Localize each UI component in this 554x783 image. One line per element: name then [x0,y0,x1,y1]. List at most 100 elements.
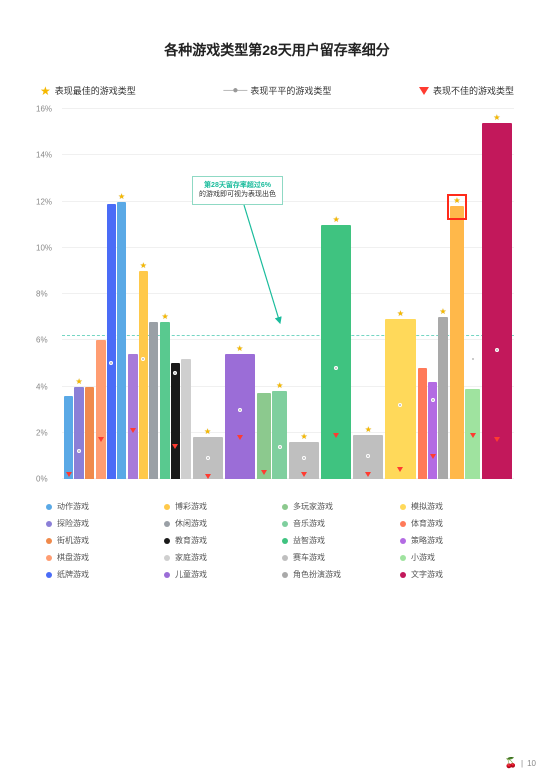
legend-dot-icon [282,572,288,578]
legend-best-label: 表现最佳的游戏类型 [55,84,136,97]
bar-group: ★ [289,109,319,479]
bar [96,340,105,479]
mid-dot-icon [173,371,177,375]
mid-dot-icon [495,348,499,352]
legend-label: 博彩游戏 [175,501,207,512]
bar-group: ★ [418,109,448,479]
star-icon: ★ [162,312,169,321]
legend-label: 家庭游戏 [175,552,207,563]
callout-line1: 第28天留存率超过6% [199,181,276,191]
star-icon: ★ [493,113,500,122]
bar [465,389,480,479]
bar-group: ★ [257,109,287,479]
star-icon: ★ [397,309,404,318]
legend-item: 多玩家游戏 [282,501,390,512]
bar: ★ [272,391,287,479]
ytick-label: 12% [36,197,52,206]
mid-dot-icon [109,361,113,365]
star-icon: ★ [300,432,307,441]
legend-item: 文字游戏 [400,569,508,580]
bar [171,363,180,479]
star-icon: ★ [75,377,82,386]
legend-dot-icon [46,521,52,527]
bar-group: ★ [450,109,480,479]
legend-label: 教育游戏 [175,535,207,546]
bar [257,393,272,479]
ytick-label: 8% [36,290,48,299]
mid-dot-icon [431,398,435,402]
star-icon: ★ [236,344,243,353]
bar: ★ [321,225,351,479]
legend-dot-icon [46,572,52,578]
legend-label: 文字游戏 [411,569,443,580]
legend-label: 儿童游戏 [175,569,207,580]
bar [181,359,190,479]
legend-dot-icon [164,538,170,544]
bar-group: ★ [128,109,158,479]
legend-dot-icon [282,555,288,561]
ytick-label: 10% [36,243,52,252]
star-icon: ★ [453,196,460,205]
legend-worst: 表现不佳的游戏类型 [419,84,514,97]
legend-item: 儿童游戏 [164,569,272,580]
legend-label: 小游戏 [411,552,435,563]
bar: ★ [117,202,126,480]
legend-label: 街机游戏 [57,535,89,546]
legend-label: 休闲游戏 [175,518,207,529]
legend-dot-icon [400,504,406,510]
ytick-label: 14% [36,151,52,160]
dot-line-icon: —●— [223,85,246,96]
legend-item: 益智游戏 [282,535,390,546]
bar-group: ★ [193,109,223,479]
bar [418,368,427,479]
triangle-down-icon [430,454,436,459]
legend-item: 家庭游戏 [164,552,272,563]
bar: ★ [193,437,223,479]
legend-dot-icon [400,555,406,561]
legend-item: 纸牌游戏 [46,569,154,580]
legend-dot-icon [400,521,406,527]
mid-dot-icon [206,456,210,460]
legend-top: ★ 表现最佳的游戏类型 —●— 表现平平的游戏类型 表现不佳的游戏类型 [36,84,518,97]
legend-item: 探险游戏 [46,518,154,529]
legend-dot-icon [46,555,52,561]
legend-item: 休闲游戏 [164,518,272,529]
legend-label: 动作游戏 [57,501,89,512]
legend-worst-label: 表现不佳的游戏类型 [433,84,514,97]
triangle-down-icon [301,472,307,477]
callout-box: 第28天留存率超过6%的游戏即可视为表现出色 [192,176,283,206]
bar-group: ★ [160,109,190,479]
bar: ★ [225,354,255,479]
bar: ★ [139,271,148,479]
bar [428,382,437,479]
legend-dot-icon [164,504,170,510]
ytick-label: 6% [36,336,48,345]
legend-item: 模拟游戏 [400,501,508,512]
star-icon: ★ [40,85,51,97]
legend-item: 小游戏 [400,552,508,563]
bar-group: ★ [385,109,415,479]
page-number-value: 10 [527,759,536,768]
bar-group: ★ [353,109,383,479]
triangle-down-icon [494,437,500,442]
legend-label: 探险游戏 [57,518,89,529]
bar [128,354,137,479]
legend-label: 角色扮演游戏 [293,569,341,580]
bar: ★ [289,442,319,479]
bar: ★ [385,319,415,479]
legend-dot-icon [164,521,170,527]
legend-dot-icon [400,538,406,544]
legend-label: 益智游戏 [293,535,325,546]
bar: ★ [482,123,512,479]
bar [107,204,116,479]
ytick-label: 16% [36,105,52,114]
bar-group: ★ [482,109,512,479]
triangle-down-icon [261,470,267,475]
bar: ★ [438,317,447,479]
mid-dot-icon [334,366,338,370]
chart-area: 0%2%4%6%8%10%12%14%16%★★★★★★★★★★★★★★第28天… [62,109,514,479]
bar-group: ★ [225,109,255,479]
bars-container: ★★★★★★★★★★★★★★ [62,109,514,479]
triangle-down-icon [419,87,429,95]
legend-dot-icon [282,521,288,527]
